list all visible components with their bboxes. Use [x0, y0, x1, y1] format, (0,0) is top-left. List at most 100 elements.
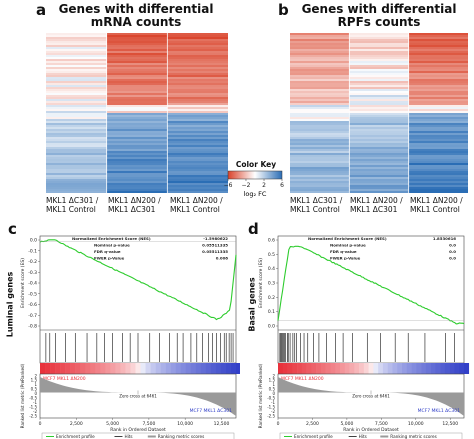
- hm-a-cell: [106, 167, 168, 170]
- hm-b-cell: [349, 55, 409, 58]
- hm-b-cell: [290, 81, 350, 84]
- hm-a-cell: [106, 189, 168, 192]
- hm-a-cell: [106, 153, 168, 156]
- hm-a-cell: [106, 135, 168, 138]
- zero-cross-label: Zero cross at 6461: [352, 393, 390, 398]
- hm-b-cell: [408, 141, 468, 144]
- hm-b-cell: [349, 39, 409, 42]
- panel-a-col-3-line2: MKL1 Control: [170, 205, 220, 214]
- hm-b-cell: [408, 151, 468, 154]
- hm-a-cell: [167, 57, 228, 60]
- hm-a-cell: [106, 147, 168, 150]
- legend-label: Hits: [124, 434, 132, 439]
- phenotype-bar-segment: [464, 363, 470, 374]
- hm-a-cell: [167, 137, 228, 140]
- hm-b-cell: [408, 53, 468, 56]
- hm-a-cell: [167, 125, 228, 128]
- hm-a-cell: [167, 127, 228, 130]
- phenotype-bar-segment: [65, 363, 71, 374]
- hm-a-cell: [46, 163, 107, 166]
- hm-b-cell: [349, 157, 409, 160]
- panel-a-col-3: MKL1 ΔN200 / MKL1 Control: [170, 196, 232, 214]
- hm-b-cell: [290, 93, 350, 96]
- hm-b-cell: [349, 87, 409, 90]
- panel-b-col-3-line2: MKL1 Control: [410, 205, 460, 214]
- hm-b-cell: [349, 69, 409, 72]
- rank-axis-label: Ranked list metric (PreRanked): [20, 363, 25, 428]
- hm-b-cell: [290, 123, 350, 126]
- hm-a-cell: [46, 63, 107, 66]
- hm-a-cell: [106, 127, 168, 130]
- hm-b-cell: [349, 165, 409, 168]
- hm-b-cell: [290, 55, 350, 58]
- hm-b-cell: [349, 167, 409, 170]
- hm-b-cell: [408, 47, 468, 50]
- hm-b-cell: [408, 165, 468, 168]
- hm-a-cell: [106, 179, 168, 182]
- hm-b-cell: [408, 105, 468, 108]
- hm-a-cell: [167, 65, 228, 68]
- hm-a-cell: [46, 127, 107, 130]
- hm-a-cell: [167, 123, 228, 126]
- hm-a-cell: [167, 59, 228, 62]
- hm-b-cell: [349, 135, 409, 138]
- hm-b-cell: [290, 115, 350, 118]
- hm-b-cell: [349, 85, 409, 88]
- hm-a-cell: [46, 191, 107, 193]
- hm-b-cell: [408, 173, 468, 176]
- hm-b-cell: [349, 191, 409, 193]
- hm-b-cell: [408, 87, 468, 90]
- panel-b-letter: b: [278, 1, 289, 19]
- phenotype-bar-segment: [135, 363, 141, 374]
- hm-b-cell: [290, 153, 350, 156]
- hm-a-cell: [46, 115, 107, 118]
- phenotype-bar-segment: [306, 363, 312, 374]
- x-tick-label: 10,000: [408, 421, 424, 427]
- right-phenotype-label: MCF7 MKL1 ΔC301: [418, 408, 460, 414]
- phenotype-bar-segment: [325, 363, 331, 374]
- es-tick-label: 0.6: [268, 238, 275, 244]
- hm-a-cell: [106, 165, 168, 168]
- hm-a-cell: [106, 177, 168, 180]
- hm-b-cell: [349, 153, 409, 156]
- hm-a-cell: [46, 45, 107, 48]
- hm-a-cell: [106, 145, 168, 148]
- hm-a-cell: [46, 147, 107, 150]
- panel-a-title-line2: mRNA counts: [90, 15, 182, 29]
- hm-a-cell: [46, 135, 107, 138]
- hm-b-cell: [349, 147, 409, 150]
- hm-b-cell: [349, 155, 409, 158]
- hm-b-cell: [290, 95, 350, 98]
- hm-b-cell: [290, 131, 350, 134]
- hm-a-cell: [106, 79, 168, 82]
- hm-b-cell: [290, 107, 350, 110]
- hm-a-cell: [167, 171, 228, 174]
- hm-a-cell: [106, 173, 168, 176]
- hm-b-cell: [290, 151, 350, 154]
- hm-a-cell: [106, 39, 168, 42]
- hm-b-cell: [408, 99, 468, 102]
- hm-b-cell: [290, 79, 350, 82]
- hm-a-cell: [167, 77, 228, 80]
- hm-b-cell: [349, 81, 409, 84]
- hm-a-cell: [106, 83, 168, 86]
- hm-a-cell: [106, 121, 168, 124]
- x-tick-label: 12,500: [214, 421, 230, 427]
- color-key-tick-label: −6: [224, 182, 233, 189]
- hm-b-cell: [408, 171, 468, 174]
- rank-tick-label: 2: [272, 373, 275, 378]
- hm-b-cell: [408, 145, 468, 148]
- panel-a-col-2-line2: MKL1 ΔC301: [108, 205, 156, 214]
- hm-b-cell: [290, 51, 350, 54]
- stat-value: -1.5980622: [203, 236, 228, 241]
- hm-a-cell: [106, 65, 168, 68]
- hm-a-cell: [106, 113, 168, 116]
- panel-b-col-2-line2: MKL1 ΔC301: [350, 205, 398, 214]
- hm-b-cell: [290, 113, 350, 116]
- gsea-legend: Enrichment profile Hits Ranking metric sco…: [279, 432, 463, 439]
- rank-tick-label: -2: [33, 409, 37, 414]
- hm-a-cell: [106, 131, 168, 134]
- hm-b-cell: [290, 97, 350, 100]
- hm-b-cell: [408, 33, 468, 36]
- hm-b-cell: [408, 55, 468, 58]
